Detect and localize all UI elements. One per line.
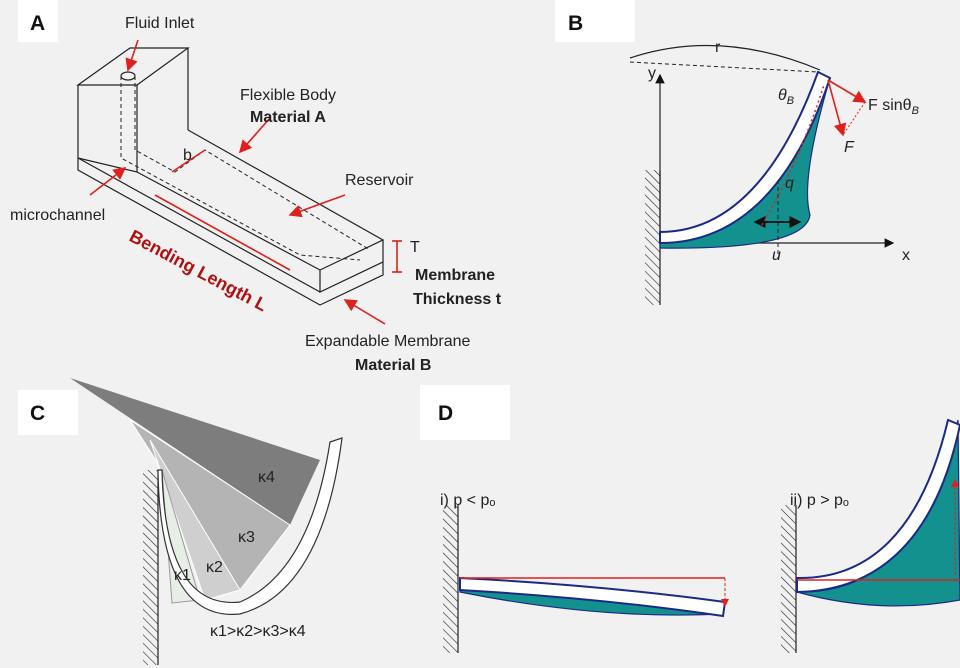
subscript: B [787, 95, 794, 107]
deflection-high [781, 420, 960, 653]
label: microchannel [10, 207, 105, 224]
label: κ4 [258, 469, 275, 486]
figure: A B C D Fluid Inlet Flexible Body Materi… [0, 0, 960, 668]
panel-label: A [30, 12, 45, 35]
label: ii) p > pₒ [790, 492, 849, 509]
label: θB [778, 87, 794, 107]
label: i) p < pₒ [440, 492, 495, 509]
label: Expandable Membrane [305, 333, 471, 350]
label: κ1 [174, 567, 191, 584]
label: y [648, 65, 656, 82]
label: F sinθB [868, 97, 919, 117]
label: q [785, 175, 794, 192]
label: Material B [355, 357, 431, 374]
label: x [902, 247, 910, 264]
panel-label: C [30, 402, 45, 425]
label: κ2 [206, 559, 223, 576]
subscript: B [912, 105, 919, 117]
text: F sinθ [868, 97, 912, 114]
label: F [844, 139, 855, 156]
label: Thickness t [413, 291, 502, 308]
label: κ3 [238, 529, 255, 546]
deflection-low [443, 505, 725, 653]
label: r [715, 39, 721, 56]
label: κ1>κ2>κ3>κ4 [210, 623, 306, 640]
label: Bending Length L [126, 226, 270, 315]
label: Reservoir [345, 172, 414, 189]
symbol: θ [778, 87, 787, 104]
panel-label: D [438, 402, 453, 425]
label: Membrane [415, 267, 495, 284]
label: b [183, 147, 192, 164]
label: u [772, 247, 781, 264]
label: T [410, 239, 420, 256]
label: Flexible Body [240, 87, 336, 104]
curvature-sketch [70, 378, 342, 665]
beam-model [630, 46, 893, 306]
panel-label: B [568, 12, 583, 35]
label: Fluid Inlet [125, 15, 195, 32]
label: Material A [250, 109, 326, 126]
